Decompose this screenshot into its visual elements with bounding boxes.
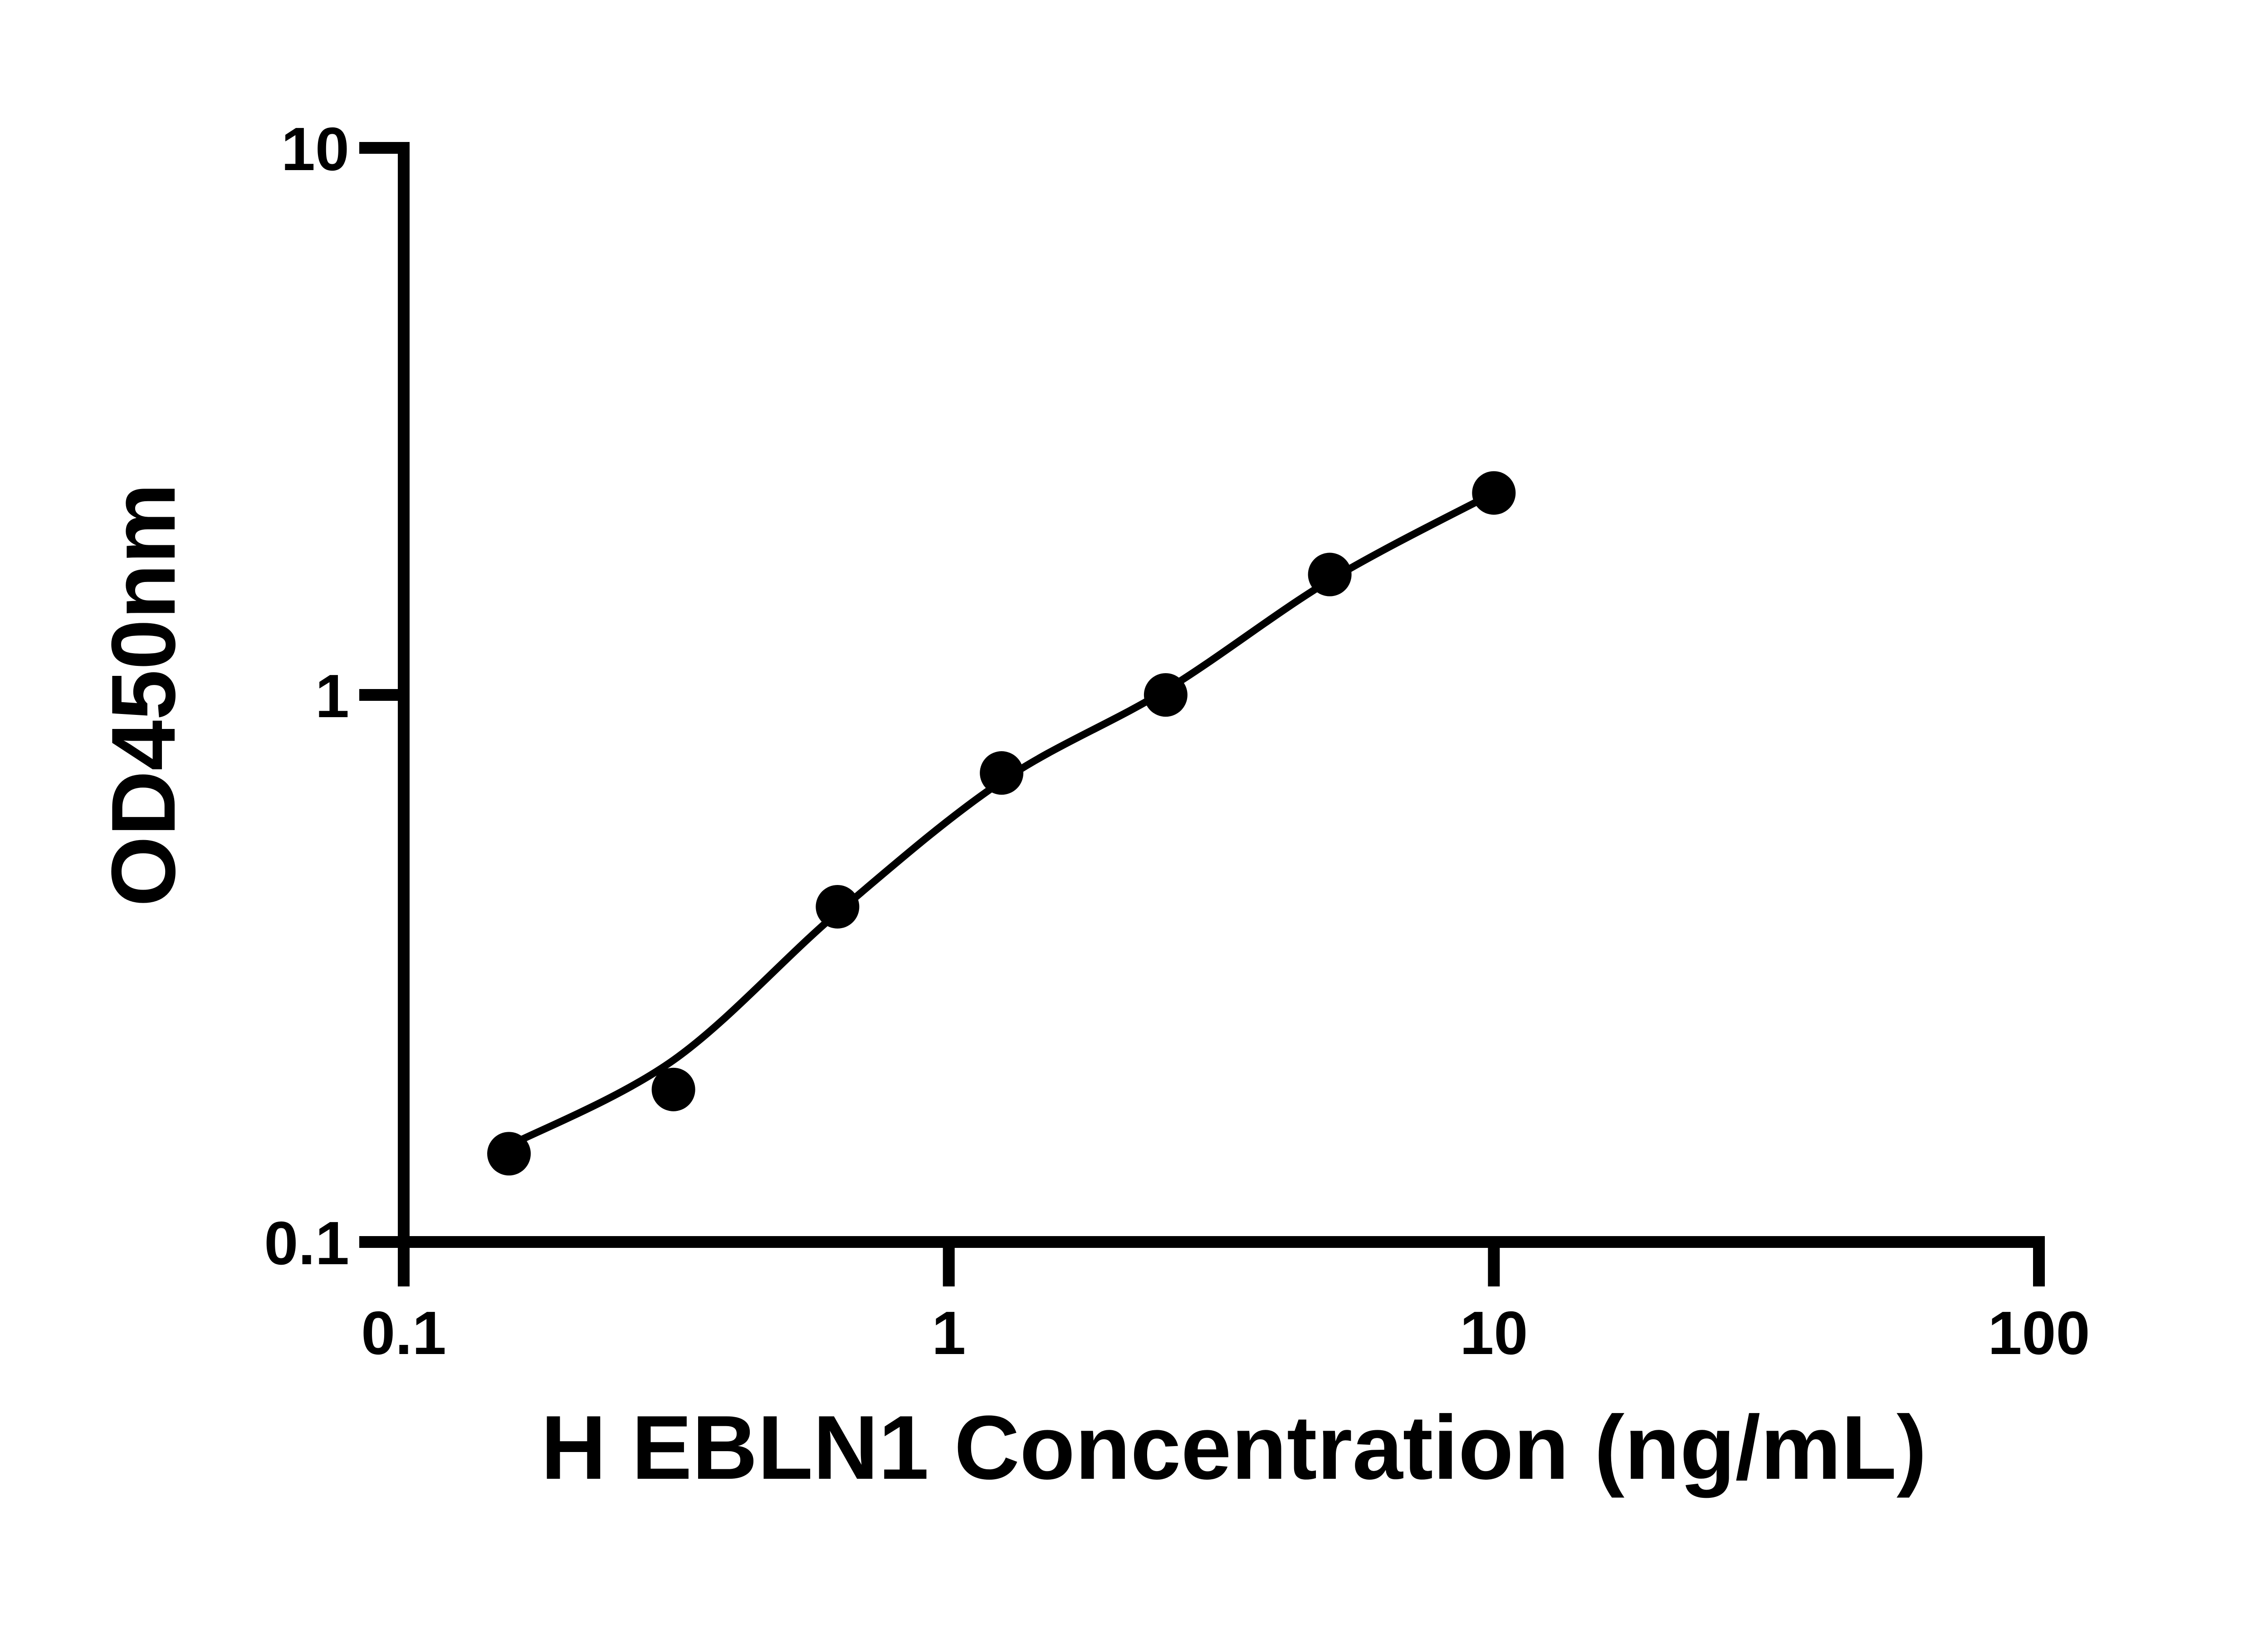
data-point	[487, 1132, 531, 1176]
y-tick-label: 0.1	[264, 1209, 349, 1277]
data-point	[980, 751, 1024, 795]
standard-curve-line	[505, 489, 1498, 1149]
x-tick-label: 100	[1988, 1299, 2090, 1367]
data-point	[651, 1067, 695, 1111]
y-tick-label: 1	[315, 662, 349, 730]
data-point	[1144, 673, 1188, 717]
x-tick-label: 0.1	[361, 1299, 446, 1367]
tick-layer: 0.1 1 10 100 0.1 1 10	[264, 115, 2090, 1367]
x-tick-label: 10	[1460, 1299, 1528, 1367]
y-tick-label: 10	[281, 115, 349, 183]
data-point	[816, 885, 860, 929]
series-layer	[487, 471, 1516, 1176]
x-tick-label: 1	[932, 1299, 966, 1367]
x-axis-title: H EBLN1 Concentration (ng/mL)	[541, 1397, 1926, 1498]
data-point	[1472, 471, 1516, 515]
data-point	[1308, 552, 1352, 596]
y-axis-title: OD450nm	[93, 483, 194, 907]
